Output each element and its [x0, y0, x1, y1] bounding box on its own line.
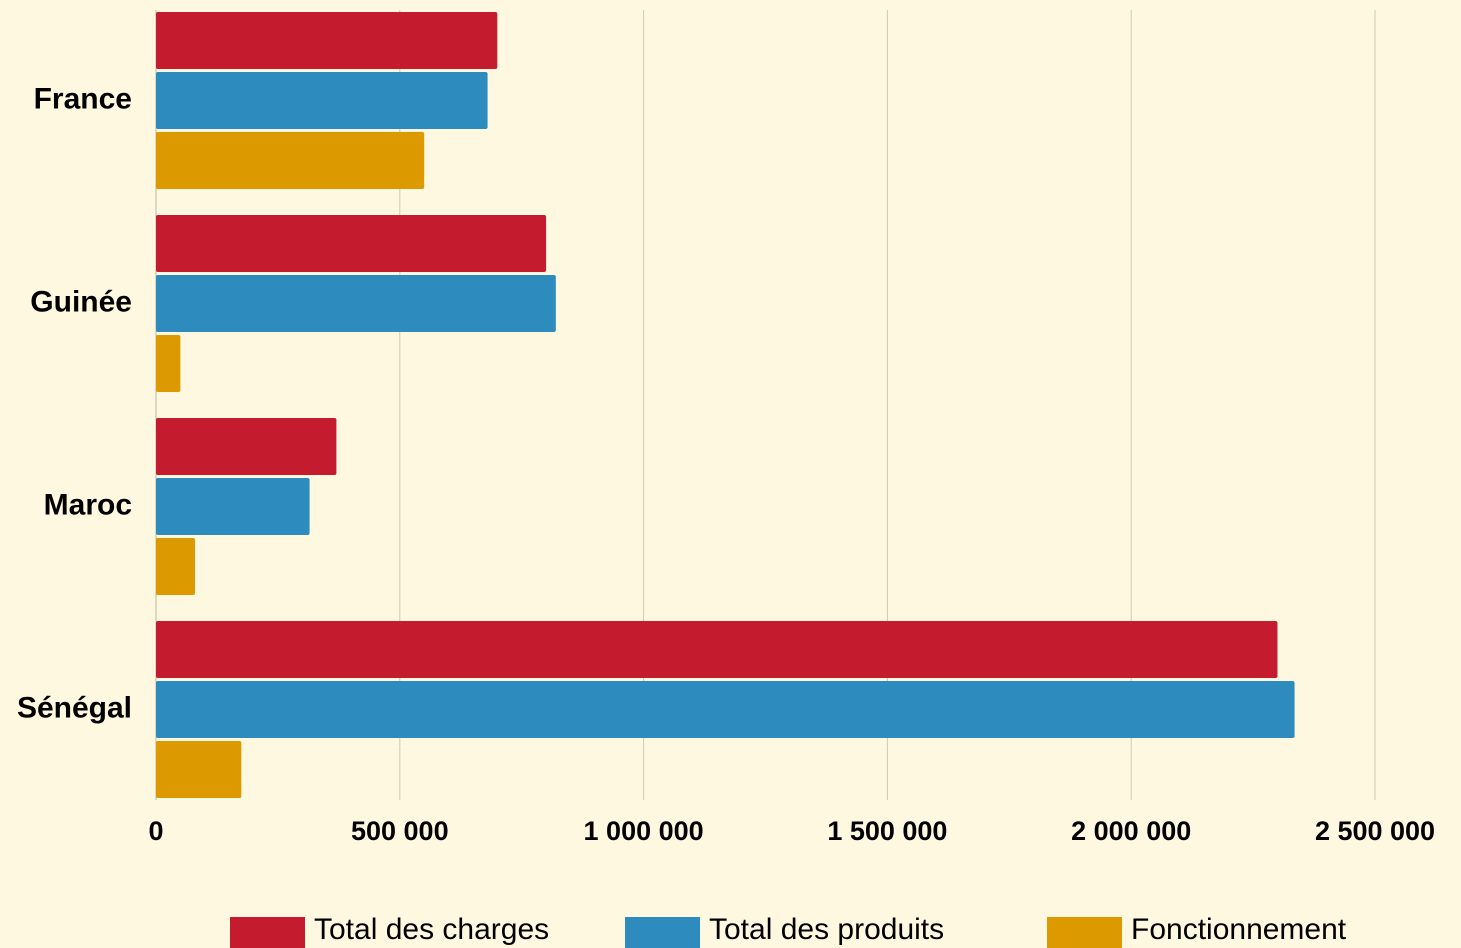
bar: [156, 418, 337, 475]
bar: [156, 538, 196, 595]
category-label: Sénégal: [17, 691, 132, 724]
legend-label: Total des charges: [314, 913, 549, 946]
bar: [156, 335, 181, 392]
category-label: Guinée: [30, 285, 132, 318]
x-tick-label: 500 000: [351, 816, 449, 846]
bar: [156, 72, 488, 129]
bar: [156, 132, 425, 189]
category-label: France: [34, 82, 132, 115]
x-tick-label: 1 500 000: [827, 816, 947, 846]
bar: [156, 741, 242, 798]
legend-label: Fonctionnement: [1131, 913, 1347, 946]
legend-swatch: [1047, 917, 1122, 948]
bar: [156, 275, 556, 332]
x-tick-label: 2 500 000: [1315, 816, 1435, 846]
category-label: Maroc: [44, 488, 132, 521]
x-tick-label: 0: [148, 816, 163, 846]
bar: [156, 12, 498, 69]
bar: [156, 478, 310, 535]
bar: [156, 621, 1278, 678]
legend-swatch: [625, 917, 700, 948]
bar: [156, 215, 547, 272]
legend-label: Total des produits: [709, 913, 944, 946]
x-tick-label: 2 000 000: [1071, 816, 1191, 846]
bar: [156, 681, 1295, 738]
legend-swatch: [230, 917, 305, 948]
x-tick-label: 1 000 000: [584, 816, 704, 846]
